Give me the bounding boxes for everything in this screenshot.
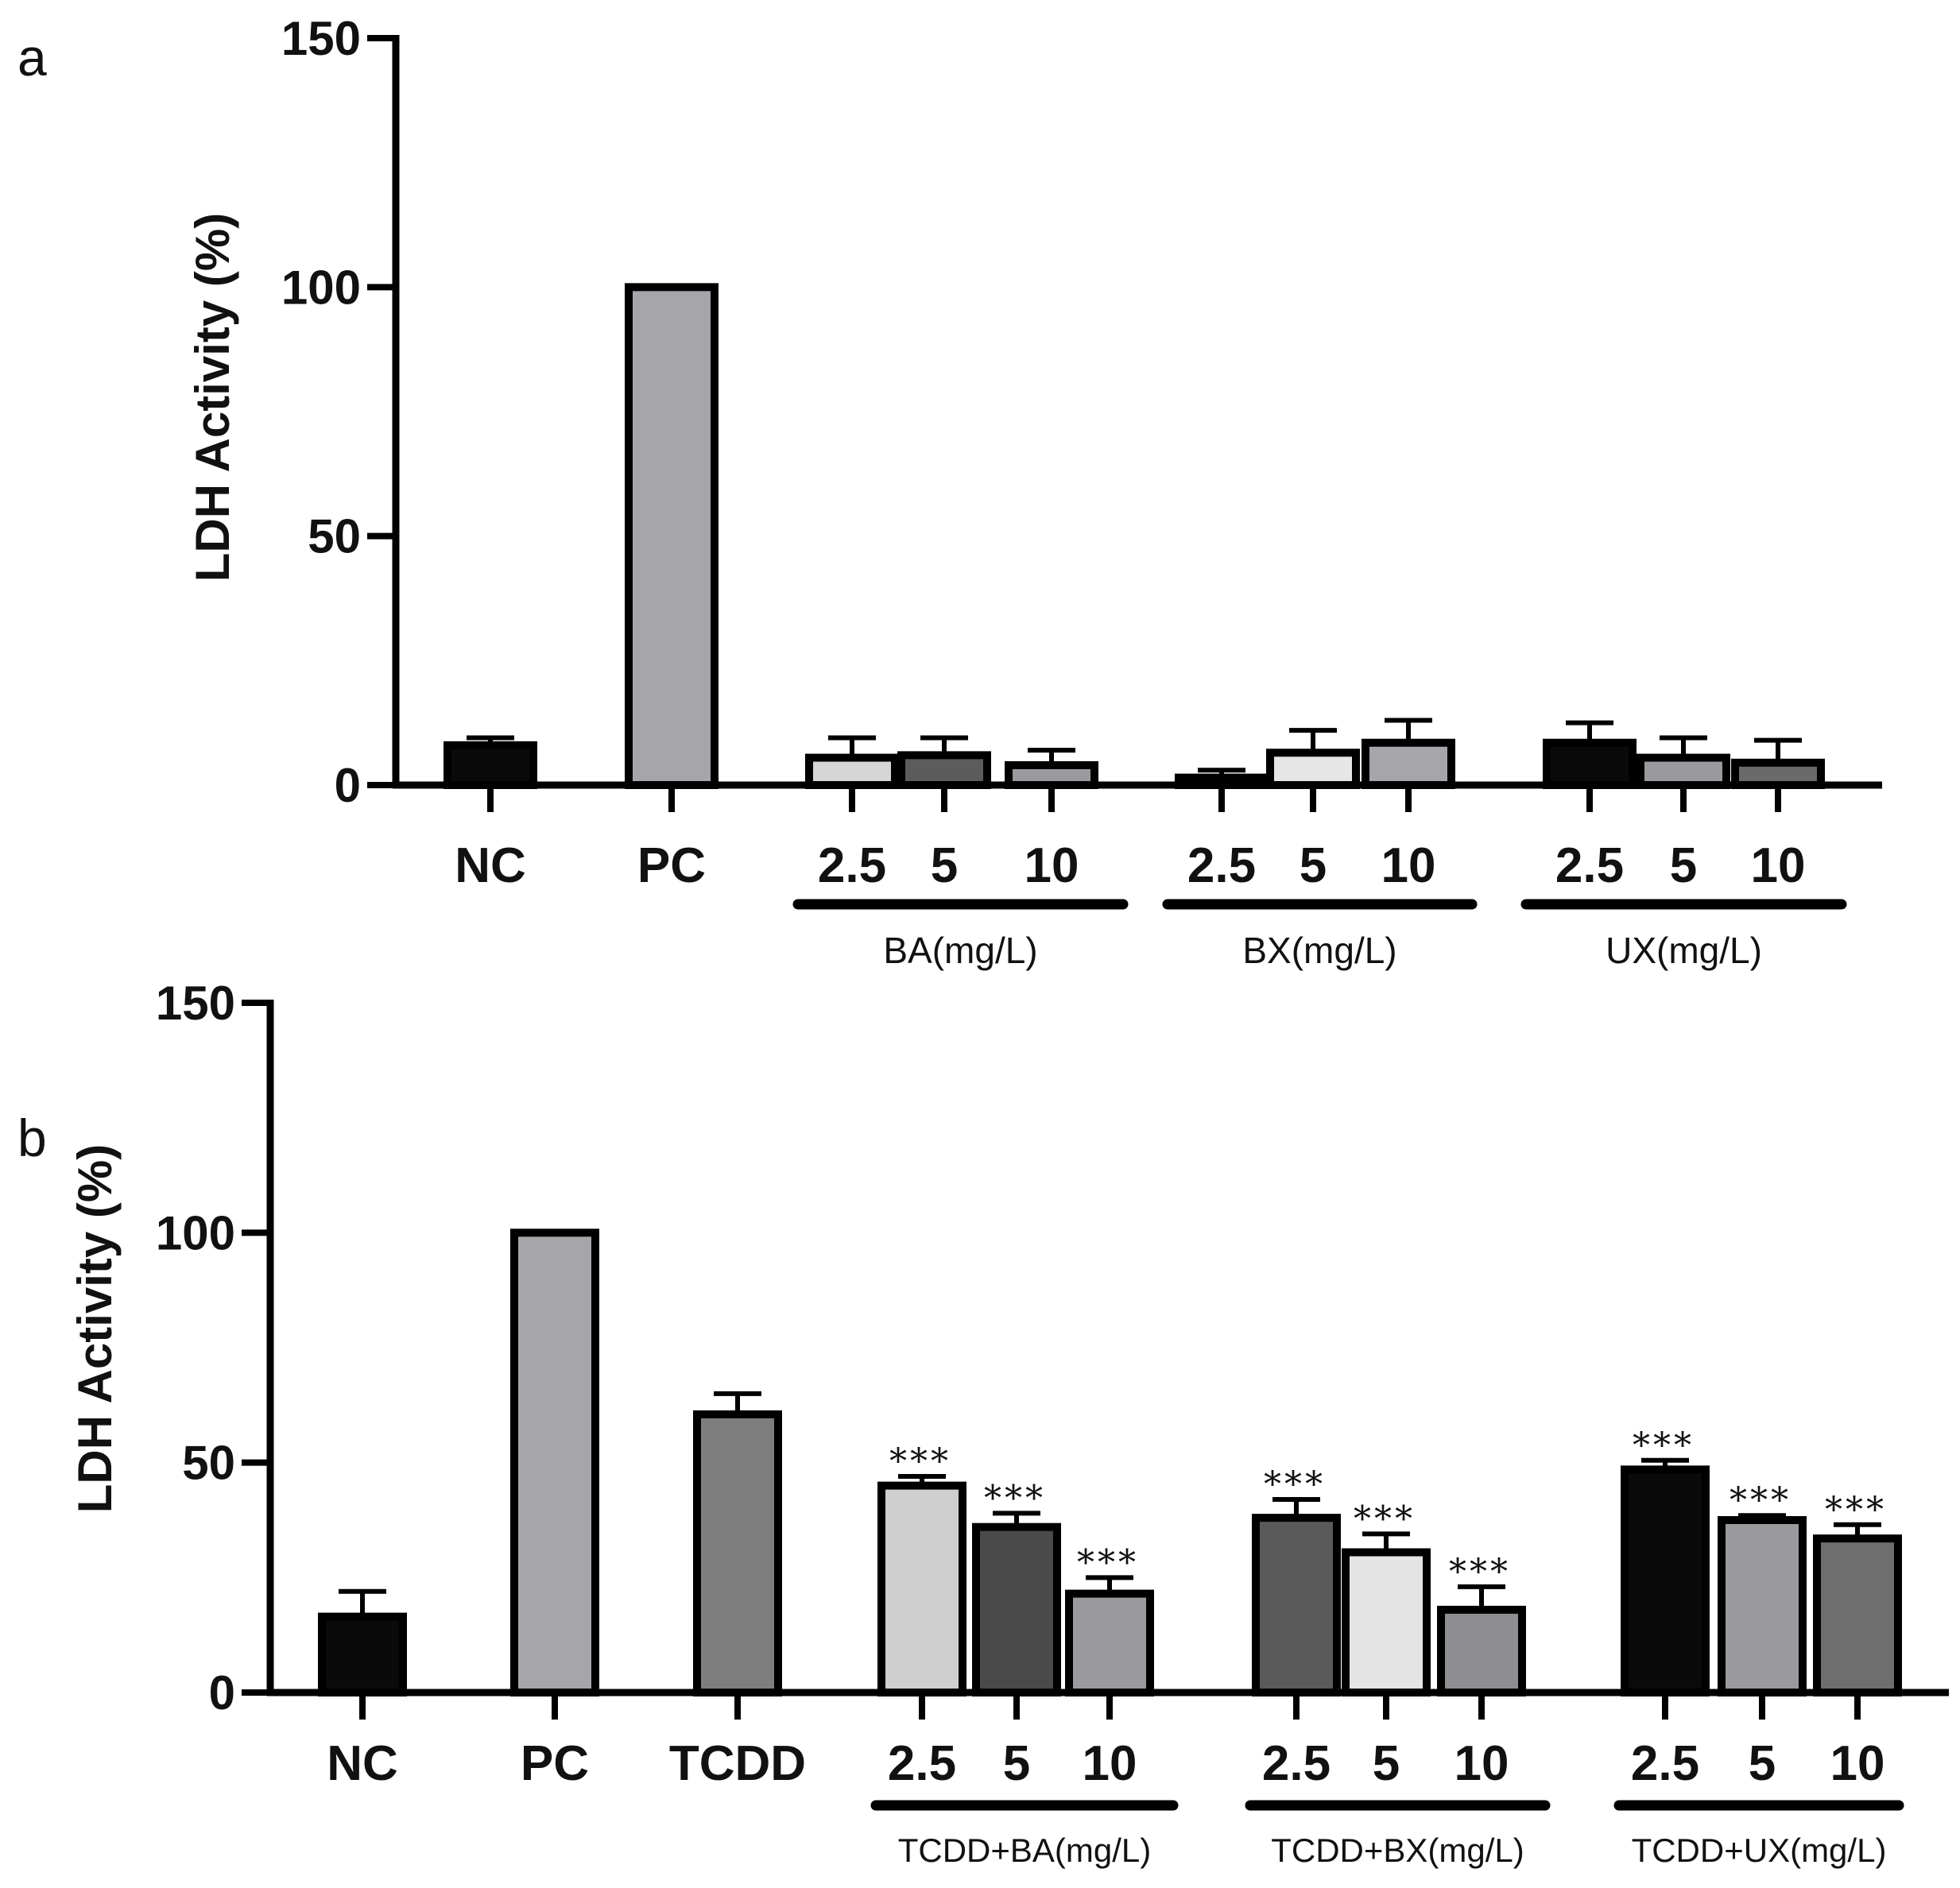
x-tick-label: NC: [327, 1736, 398, 1791]
group-label: TCDD+BA(mg/L): [898, 1832, 1152, 1869]
bar-5: [1637, 753, 1730, 789]
x-tick-label: 10: [1455, 1736, 1509, 1791]
y-tick-label: 50: [308, 510, 361, 563]
significance-marker: ***: [1730, 1480, 1792, 1521]
y-tick-label: 150: [281, 12, 361, 65]
bar-5: [1266, 749, 1360, 789]
panel-a-letter: a: [17, 28, 47, 87]
bar-NC: [444, 741, 537, 789]
significance-marker: ***: [1264, 1464, 1326, 1505]
bar-2.5: [877, 1481, 966, 1696]
bar-2.5: [1621, 1465, 1710, 1696]
bar-10: [1065, 1589, 1154, 1696]
panel-b-chart: b LDH Activity (%) 0 50 100 150 NC PC TCDD 2.5 *…: [17, 977, 1949, 1869]
y-tick-label: 150: [156, 977, 235, 1030]
x-tick-label: 5: [1670, 838, 1697, 893]
bar-10: [1005, 760, 1098, 790]
bar-NC: [318, 1612, 407, 1697]
x-tick-label: 2.5: [818, 838, 886, 893]
x-tick-label: PC: [521, 1736, 589, 1791]
x-tick-label: 2.5: [1187, 838, 1256, 893]
bar-5: [972, 1522, 1061, 1697]
bar-5: [897, 751, 991, 790]
significance-marker: ***: [1449, 1552, 1511, 1592]
group-label: BA(mg/L): [883, 930, 1037, 971]
x-tick-label: 5: [1749, 1736, 1776, 1791]
bar-10: [1362, 738, 1455, 790]
bar-2.5: [1175, 773, 1269, 789]
y-tick-label: 100: [156, 1206, 235, 1259]
bar-TCDD: [693, 1410, 782, 1696]
x-tick-label: 10: [1830, 1736, 1885, 1791]
significance-marker: ***: [1077, 1542, 1139, 1583]
bar-PC: [510, 1228, 599, 1697]
bar-10: [1437, 1605, 1526, 1696]
y-tick-label: 50: [182, 1437, 235, 1490]
x-tick-label: 10: [1381, 838, 1436, 893]
y-tick-label: 0: [335, 759, 361, 812]
x-tick-label: 10: [1025, 838, 1079, 893]
x-tick-label: 5: [1003, 1736, 1030, 1791]
x-tick-label: 2.5: [1555, 838, 1624, 893]
panel-a-chart: a LDH Activity (%) 0 50 100 150 NC PC 2.5 5 10 2.…: [17, 12, 1882, 971]
panel-b-ylabel: LDH Activity (%): [68, 1144, 122, 1513]
significance-marker: ***: [1633, 1426, 1695, 1466]
significance-marker: ***: [1354, 1499, 1416, 1539]
bar-2.5: [1252, 1514, 1341, 1697]
bar-2.5: [1543, 738, 1637, 790]
significance-marker: ***: [984, 1478, 1046, 1519]
bar-10: [1731, 758, 1825, 789]
x-tick-label: 5: [1373, 1736, 1400, 1791]
group-label: BX(mg/L): [1242, 930, 1396, 971]
bar-5: [1342, 1548, 1431, 1697]
x-tick-label: PC: [637, 838, 706, 893]
group-label: TCDD+BX(mg/L): [1271, 1832, 1524, 1869]
significance-marker: ***: [889, 1441, 951, 1482]
x-tick-label: TCDD: [669, 1736, 806, 1791]
x-tick-label: 5: [1300, 838, 1327, 893]
panel-a-ylabel: LDH Activity (%): [186, 213, 239, 582]
bar-10: [1813, 1534, 1902, 1696]
x-tick-label: 10: [1751, 838, 1806, 893]
significance-marker: ***: [1825, 1490, 1887, 1530]
x-tick-label: 2.5: [888, 1736, 956, 1791]
y-tick-label: 100: [281, 261, 361, 314]
y-tick-label: 0: [209, 1666, 235, 1720]
bar-5: [1718, 1516, 1807, 1696]
x-tick-label: 2.5: [1262, 1736, 1331, 1791]
group-label: UX(mg/L): [1606, 930, 1762, 971]
x-tick-label: 2.5: [1631, 1736, 1699, 1791]
x-tick-label: 5: [931, 838, 958, 893]
bar-2.5: [805, 753, 899, 789]
x-tick-label: 10: [1083, 1736, 1137, 1791]
x-tick-label: NC: [455, 838, 526, 893]
bar-PC: [625, 283, 719, 790]
group-label: TCDD+UX(mg/L): [1632, 1832, 1887, 1869]
panel-b-letter: b: [17, 1108, 47, 1167]
